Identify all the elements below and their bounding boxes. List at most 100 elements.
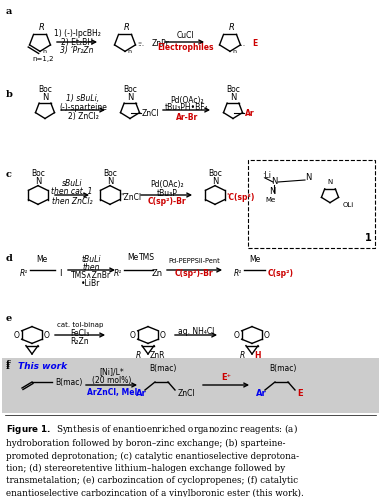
Text: ArZnCl, MeI: ArZnCl, MeI [87, 388, 137, 397]
Text: Boc: Boc [38, 85, 52, 94]
Text: E: E [252, 38, 257, 48]
Text: N: N [212, 176, 218, 185]
Text: N: N [271, 177, 277, 186]
Text: Pd(OAc)₂: Pd(OAc)₂ [170, 95, 204, 104]
Text: N: N [305, 173, 311, 182]
Text: 3) ’Pr₂Zn: 3) ’Pr₂Zn [60, 46, 94, 55]
Text: N: N [269, 187, 275, 196]
Text: H: H [254, 350, 261, 359]
Text: TMS: TMS [139, 253, 155, 262]
Text: N: N [107, 176, 113, 185]
Text: FeCl₃: FeCl₃ [70, 329, 90, 337]
Text: tBuLi: tBuLi [81, 254, 101, 263]
Text: Me: Me [127, 253, 139, 262]
Text: $\bf{Figure\ 1.}$ Synthesis of enantioenriched organozinc reagents: (a)
hydrobor: $\bf{Figure\ 1.}$ Synthesis of enantioen… [6, 422, 304, 497]
Text: Electrophiles: Electrophiles [157, 43, 213, 52]
Text: "ZnCl: "ZnCl [120, 192, 141, 201]
Text: I: I [59, 268, 61, 277]
Text: Boc: Boc [226, 85, 240, 94]
Text: E: E [297, 389, 303, 398]
Text: TMS∧ZnBr: TMS∧ZnBr [71, 271, 111, 280]
Text: R: R [229, 23, 235, 32]
Text: ZnPr: ZnPr [152, 38, 170, 48]
Text: Boc: Boc [103, 168, 117, 177]
Text: R: R [135, 350, 141, 359]
Text: ZnR: ZnR [150, 350, 165, 359]
Text: d: d [6, 254, 13, 263]
Text: b: b [6, 90, 13, 99]
Text: OLi: OLi [343, 202, 354, 208]
Text: then cat. 1: then cat. 1 [51, 187, 93, 196]
Text: ...: ... [137, 38, 144, 48]
Text: N: N [327, 179, 333, 185]
Text: B(mac): B(mac) [55, 378, 82, 387]
Text: n=1,2: n=1,2 [32, 56, 53, 62]
Text: Me: Me [36, 254, 48, 263]
Text: •LiBr: •LiBr [81, 279, 101, 288]
Text: CuCl: CuCl [176, 30, 194, 39]
Text: B(mac): B(mac) [149, 363, 177, 372]
Text: Me: Me [265, 197, 275, 203]
Text: a: a [6, 7, 12, 16]
Text: N: N [42, 93, 48, 102]
Text: Me: Me [250, 254, 261, 263]
Text: Boc: Boc [208, 168, 222, 177]
Text: c: c [6, 170, 12, 179]
Text: Zn: Zn [151, 268, 163, 277]
Text: Boc: Boc [31, 168, 45, 177]
Text: Boc: Boc [123, 85, 137, 94]
Text: cat. tol-binap: cat. tol-binap [57, 322, 103, 328]
Text: O: O [264, 331, 270, 339]
Text: C(sp²)-Br: C(sp²)-Br [148, 197, 186, 206]
Text: :Li: :Li [262, 170, 271, 179]
Text: C(sp²): C(sp²) [268, 268, 294, 277]
Text: R¹: R¹ [234, 268, 242, 277]
Text: tBu₃PH•BF₄: tBu₃PH•BF₄ [165, 103, 209, 112]
Text: 'C(sp²): 'C(sp²) [226, 192, 255, 201]
Text: then: then [82, 262, 100, 271]
Text: n: n [128, 49, 131, 54]
Text: Ar-Br: Ar-Br [176, 112, 198, 121]
Text: e: e [6, 314, 12, 323]
Text: f: f [6, 360, 10, 369]
Text: sBuLi: sBuLi [62, 179, 82, 188]
Text: O: O [44, 331, 50, 339]
Text: This work: This work [18, 362, 67, 371]
Text: Ar: Ar [136, 390, 146, 399]
Text: ZnCl: ZnCl [142, 108, 160, 117]
Bar [248, 160, 375, 248]
Text: Pd(OAc)₂: Pd(OAc)₂ [150, 180, 184, 189]
Text: [Ni]/L*: [Ni]/L* [99, 367, 124, 377]
Text: f: f [6, 362, 10, 371]
Text: R¹: R¹ [114, 268, 122, 277]
Text: aq. NH₄Cl: aq. NH₄Cl [178, 327, 214, 335]
Text: 2) ZnCl₂: 2) ZnCl₂ [67, 111, 98, 120]
Text: O: O [130, 331, 136, 339]
Text: (20 mol%): (20 mol%) [92, 376, 132, 385]
Text: R: R [39, 23, 45, 32]
Text: ZnCl: ZnCl [178, 389, 195, 398]
Text: ...: ... [238, 38, 245, 48]
Text: C(sp²)-Br: C(sp²)-Br [174, 268, 213, 277]
Text: then ZnCl₂: then ZnCl₂ [52, 196, 92, 205]
Text: 1) sBuLi,: 1) sBuLi, [66, 94, 99, 103]
Text: N: N [127, 93, 133, 102]
Text: E⁺: E⁺ [221, 372, 231, 382]
Text: Ar: Ar [245, 108, 255, 117]
Text: O: O [14, 331, 20, 339]
Text: O: O [234, 331, 240, 339]
Bar [2, 358, 379, 413]
Text: Ar: Ar [256, 390, 266, 399]
Text: n: n [232, 49, 237, 54]
Text: B(mac): B(mac) [269, 363, 297, 372]
Text: N: N [35, 176, 41, 185]
Text: (-)-sparteine: (-)-sparteine [59, 102, 107, 111]
Text: R¹: R¹ [20, 268, 28, 277]
Text: 1) (-)-IpcBH₂: 1) (-)-IpcBH₂ [54, 29, 101, 38]
Text: 2) Et₂BH: 2) Et₂BH [61, 37, 93, 47]
Text: N: N [230, 93, 236, 102]
Text: tBu₃P: tBu₃P [157, 188, 178, 197]
Text: O: O [160, 331, 166, 339]
Text: R₂Zn: R₂Zn [71, 337, 89, 346]
Text: Pd-PEPPSII-Pent: Pd-PEPPSII-Pent [168, 258, 220, 264]
